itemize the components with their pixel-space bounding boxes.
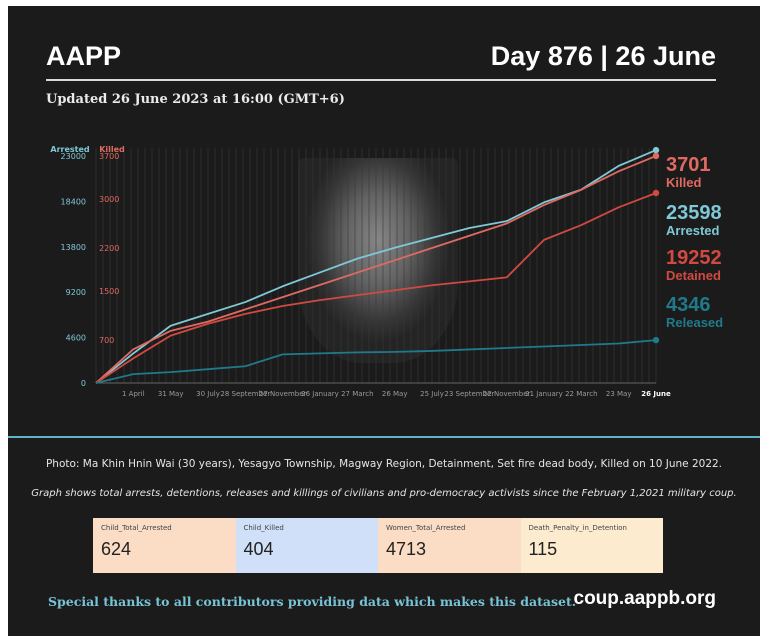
brand-title: AAPP bbox=[46, 41, 122, 71]
series-line-arrested bbox=[95, 149, 657, 384]
x-tick-label: 22 March bbox=[565, 390, 597, 398]
series-endpoint-detained bbox=[652, 189, 660, 197]
x-tick-label: 31 May bbox=[158, 390, 184, 398]
stat-value: 4713 bbox=[386, 539, 427, 559]
end-value-released: 4346 bbox=[666, 294, 711, 316]
stats-row: Child_Total_Arrested 624 Child_Killed 40… bbox=[93, 518, 663, 573]
victim-photo bbox=[298, 158, 458, 363]
x-tick-label: 26 January bbox=[301, 390, 339, 398]
photo-caption: Photo: Ma Khin Hnin Wai (30 years), Yesa… bbox=[45, 458, 723, 470]
thanks-note: Special thanks to all contributors provi… bbox=[48, 594, 577, 609]
left-tick-label: 23000 bbox=[61, 152, 86, 161]
stat-label: Death_Penalty_in_Detention bbox=[528, 524, 627, 532]
stat-value: 404 bbox=[243, 539, 274, 559]
series-endpoint-released bbox=[652, 336, 660, 344]
right-tick-label: 1500 bbox=[99, 287, 119, 296]
end-label-arrested: Arrested bbox=[666, 223, 720, 238]
stat-label: Women_Total_Arrested bbox=[386, 524, 466, 532]
end-value-detained: 19252 bbox=[666, 247, 722, 269]
series-endpoint-arrested bbox=[652, 146, 660, 154]
header-divider bbox=[46, 79, 716, 81]
section-divider bbox=[8, 436, 760, 438]
series-line-killed bbox=[95, 155, 657, 384]
timeline-chart: Arrested Killed 0 4600 9200 13800 18400 23000 70… bbox=[50, 145, 723, 398]
stat-child-total-arrested: Child_Total_Arrested 624 bbox=[93, 518, 236, 573]
x-tick-label: 23 May bbox=[606, 390, 632, 398]
left-axis-label: Arrested bbox=[50, 145, 90, 154]
x-tick-label: 26 June bbox=[641, 390, 671, 398]
x-tick-label: 28 September bbox=[220, 390, 270, 398]
series-endpoint-killed bbox=[652, 152, 660, 160]
stat-child-killed: Child_Killed 404 bbox=[235, 518, 378, 573]
end-label-killed: Killed bbox=[666, 175, 701, 190]
stat-label: Child_Total_Arrested bbox=[101, 524, 172, 532]
left-tick-label: 0 bbox=[81, 379, 86, 388]
x-tick-label: 22 November bbox=[483, 390, 531, 398]
x-tick-label: 21 January bbox=[525, 390, 563, 398]
left-tick-label: 13800 bbox=[61, 243, 86, 252]
stat-women-total-arrested: Women_Total_Arrested 4713 bbox=[378, 518, 521, 573]
end-label-detained: Detained bbox=[666, 268, 721, 283]
x-tick-label: 27 November bbox=[259, 390, 307, 398]
stat-label: Child_Killed bbox=[243, 524, 284, 532]
right-axis-label: Killed bbox=[99, 145, 125, 154]
end-value-killed: 3701 bbox=[666, 154, 711, 176]
graph-note: Graph shows total arrests, detentions, r… bbox=[31, 488, 737, 499]
left-tick-label: 4600 bbox=[66, 334, 86, 343]
left-tick-label: 18400 bbox=[61, 197, 86, 206]
right-tick-label: 3700 bbox=[99, 152, 119, 161]
x-tick-label: 27 March bbox=[341, 390, 373, 398]
end-value-arrested: 23598 bbox=[666, 202, 722, 224]
stat-death-penalty: Death_Penalty_in_Detention 115 bbox=[520, 518, 663, 573]
series-line-released bbox=[95, 339, 657, 384]
x-tick-label: 30 July bbox=[196, 390, 220, 398]
stat-value: 115 bbox=[528, 539, 558, 559]
day-counter: Day 876 | 26 June bbox=[490, 41, 716, 71]
end-label-released: Released bbox=[666, 315, 723, 330]
left-tick-label: 9200 bbox=[66, 288, 86, 297]
x-tick-label: 26 May bbox=[382, 390, 408, 398]
x-tick-label: 25 July bbox=[420, 390, 444, 398]
right-tick-label: 3000 bbox=[99, 195, 119, 204]
updated-timestamp: Updated 26 June 2023 at 16:00 (GMT+6) bbox=[46, 92, 345, 107]
x-tick-label: 23 September bbox=[444, 390, 494, 398]
site-url[interactable]: coup.aappb.org bbox=[573, 588, 717, 609]
series-line-detained bbox=[95, 192, 657, 384]
infographic-card: AAPP Day 876 | 26 June Updated 26 June 2… bbox=[8, 6, 760, 636]
stat-value: 624 bbox=[101, 539, 132, 559]
right-tick-label: 2200 bbox=[99, 244, 119, 253]
x-tick-label: 1 April bbox=[122, 390, 145, 398]
right-tick-label: 700 bbox=[99, 336, 114, 345]
